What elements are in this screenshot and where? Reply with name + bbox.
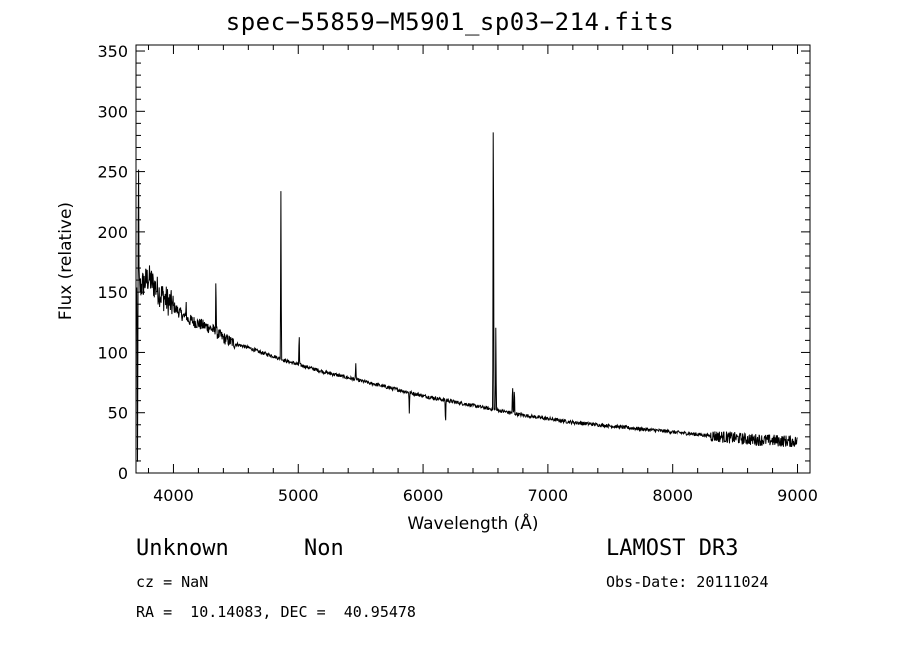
x-tick-label: 4000 [153,486,194,505]
y-tick-label: 350 [97,42,128,61]
redshift-value: cz = NaN [136,573,209,591]
plot-frame [135,44,811,474]
object-class: Unknown [136,536,229,561]
spectrum-line [135,132,798,462]
axis-tick-labels: 4000 5000 6000 7000 8000 9000 0 50 100 150 200 250 3… [97,42,817,505]
y-tick-label: 200 [97,223,128,242]
x-tick-label: 8000 [652,486,693,505]
y-tick-label: 100 [97,343,128,362]
y-tick-label: 0 [118,464,128,483]
axis-ticks [136,45,810,474]
x-tick-label: 6000 [403,486,444,505]
y-tick-label: 150 [97,283,128,302]
y-tick-label: 50 [108,404,128,423]
y-tick-label: 300 [97,102,128,121]
chart-title: spec−55859−M5901_sp03−214.fits [225,8,675,36]
coordinates: RA = 10.14083, DEC = 40.95478 [136,603,416,621]
survey-name: LAMOST DR3 [606,536,739,561]
x-tick-label: 5000 [278,486,319,505]
x-tick-label: 9000 [777,486,818,505]
x-axis-label: Wavelength (Å) [407,512,538,534]
obs-date: Obs-Date: 20111024 [606,573,769,591]
y-axis-label: Flux (relative) [56,202,76,320]
y-tick-label: 250 [97,163,128,182]
object-subclass: Non [304,536,344,561]
x-tick-label: 7000 [528,486,569,505]
